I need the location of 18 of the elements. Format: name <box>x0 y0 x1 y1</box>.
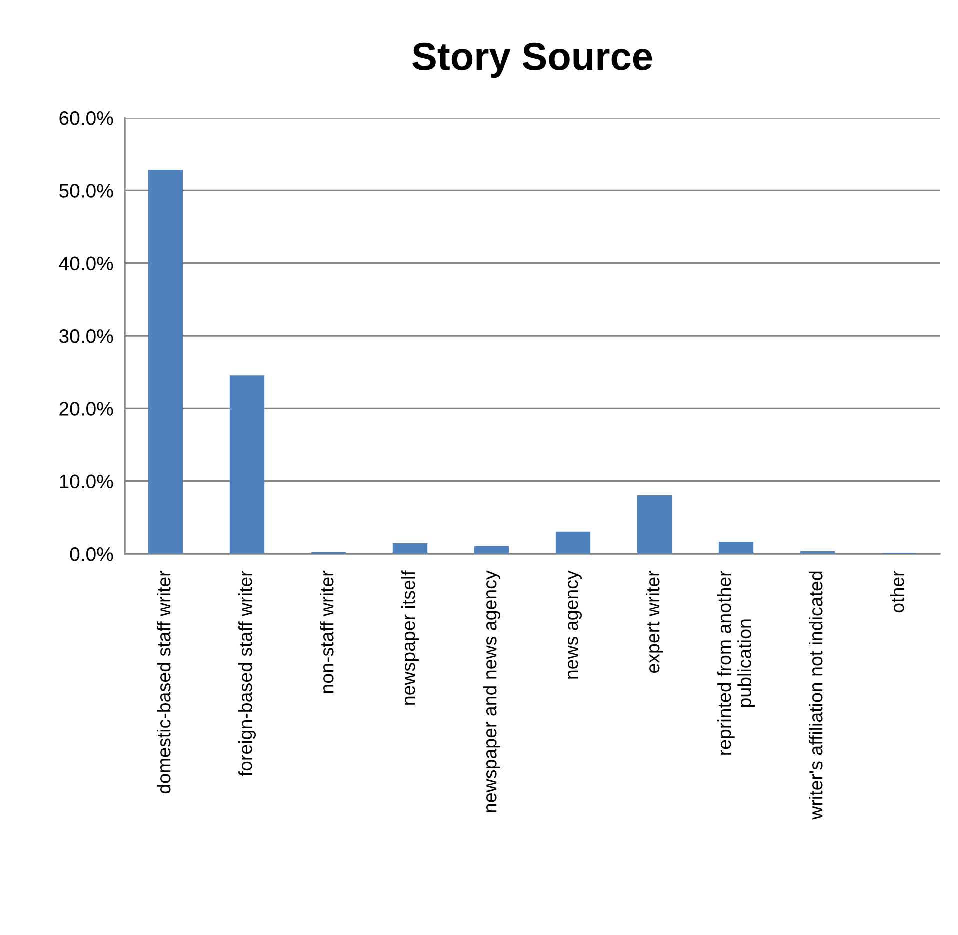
x-tick-label: newspaper itself <box>402 570 419 705</box>
x-tick-label: newspaper and news agency <box>483 570 500 812</box>
x-tick-label: other <box>890 570 904 613</box>
x-tick-label: domestic-based staff writer <box>157 570 171 794</box>
x-tick-label: writer's affiliation not indicated <box>809 572 823 820</box>
y-tick-label: 0.0% <box>70 547 114 562</box>
x-tick-label: non-staff writer <box>320 570 334 694</box>
y-tick-label: 60.0% <box>60 111 114 126</box>
y-tick-label: 40.0% <box>59 256 114 271</box>
x-tick-label: foreign-based staff writer <box>238 570 256 776</box>
x-tick-label: reprinted from another publication <box>717 570 756 755</box>
x-tick-label: expert writer <box>646 570 664 674</box>
y-tick-label: 50.0% <box>60 184 114 198</box>
y-tick-label: 10.0% <box>60 474 114 489</box>
chart-title: Story Source <box>412 42 652 78</box>
y-tick-label: 30.0% <box>60 329 114 344</box>
x-tick-label: news agency <box>568 570 582 679</box>
y-tick-label: 20.0% <box>60 402 114 416</box>
